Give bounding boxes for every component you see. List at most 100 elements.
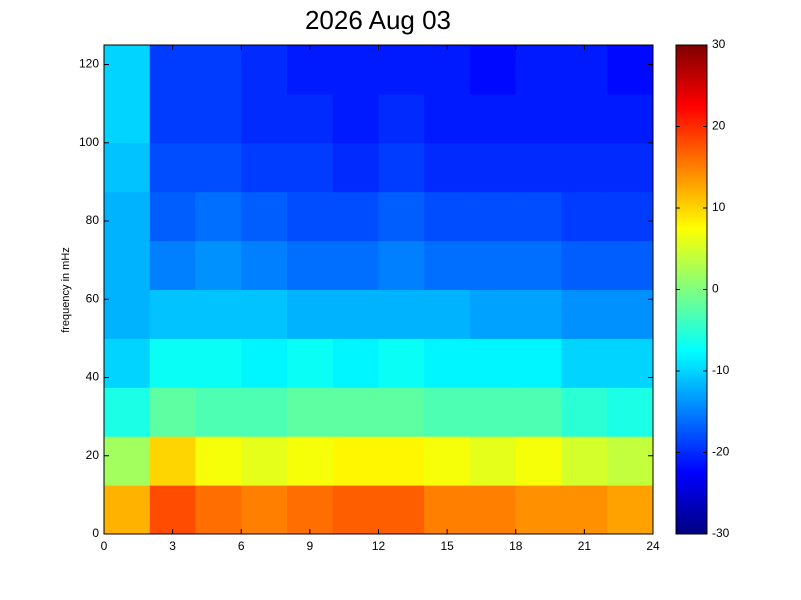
heatmap-cell [561,93,608,144]
heatmap-cell [561,142,608,193]
heatmap-cell [561,289,608,339]
heatmap-cell [607,338,654,388]
heatmap-cell [241,45,288,95]
heatmap-cell [561,485,608,535]
y-tick-label: 120 [79,57,99,71]
heatmap-cell [561,387,608,437]
heatmap-cell [104,387,151,437]
heatmap-cell [195,240,242,290]
x-tick-label: 9 [307,539,314,553]
heatmap-cell [424,240,471,290]
heatmap-cell [607,289,654,339]
heatmap-cell [332,240,379,290]
heatmap-cell [332,191,379,242]
heatmap-cell [241,338,288,388]
heatmap-cell [424,338,471,388]
heatmap-cell [378,338,425,388]
heatmap-cell [378,45,425,95]
heatmap-cell [378,142,425,193]
heatmap-cell [378,289,425,339]
x-tick-label: 6 [238,539,245,553]
heatmap-cell [561,436,608,486]
heatmap-cell [607,240,654,290]
heatmap-cell [149,289,196,339]
heatmap-cell [378,485,425,535]
heatmap-cell [332,387,379,437]
heatmap-cell [470,485,517,535]
heatmap-cell [104,45,151,95]
y-tick-label: 20 [86,448,100,462]
heatmap [104,45,654,535]
heatmap-cell [607,191,654,242]
heatmap-cell [104,240,151,290]
heatmap-cell [470,387,517,437]
colorbar-tick-label: 0 [712,282,719,296]
heatmap-cell [149,338,196,388]
heatmap-cell [241,240,288,290]
heatmap-cell [515,485,562,535]
heatmap-cell [515,45,562,95]
heatmap-cell [287,240,334,290]
heatmap-cell [104,289,151,339]
heatmap-cell [104,485,151,535]
heatmap-cell [195,45,242,95]
heatmap-cell [287,142,334,193]
heatmap-cell [241,289,288,339]
x-tick-label: 21 [578,539,592,553]
y-tick-label: 80 [86,213,100,227]
heatmap-cell [104,191,151,242]
heatmap-cell [424,436,471,486]
heatmap-cell [470,338,517,388]
heatmap-cell [332,93,379,144]
y-axis-label: frequency in mHz [60,247,72,333]
heatmap-cell [424,45,471,95]
heatmap-cell [378,240,425,290]
heatmap-cell [607,142,654,193]
x-tick-label: 24 [646,539,660,553]
heatmap-cell [287,93,334,144]
heatmap-cell [287,338,334,388]
colorbar-tick-label: 30 [712,37,726,51]
heatmap-cell [149,191,196,242]
heatmap-cell [424,191,471,242]
heatmap-cell [378,93,425,144]
heatmap-cell [241,142,288,193]
heatmap-cell [332,485,379,535]
heatmap-cell [561,191,608,242]
heatmap-cell [195,338,242,388]
heatmap-cell [241,93,288,144]
x-tick-label: 18 [509,539,523,553]
heatmap-cell [470,142,517,193]
heatmap-cell [607,436,654,486]
heatmap-cell [195,289,242,339]
heatmap-cell [515,240,562,290]
heatmap-cell [241,191,288,242]
colorbar-tick-label: -10 [712,363,730,377]
heatmap-cell [378,191,425,242]
heatmap-cell [561,338,608,388]
heatmap-cell [378,387,425,437]
heatmap-cell [470,289,517,339]
heatmap-cell [149,45,196,95]
heatmap-cell [104,93,151,144]
heatmap-cell [149,436,196,486]
colorbar-tick-label: -30 [712,526,730,540]
heatmap-cell [195,436,242,486]
heatmap-cell [195,93,242,144]
heatmap-cell [104,142,151,193]
heatmap-cell [104,338,151,388]
heatmap-cell [470,191,517,242]
heatmap-cell [378,436,425,486]
heatmap-cell [332,142,379,193]
heatmap-cell [149,93,196,144]
heatmap-cell [332,45,379,95]
colorbar-tick-label: 20 [712,119,726,133]
heatmap-cell [241,436,288,486]
heatmap-cell [287,387,334,437]
heatmap-cell [241,387,288,437]
x-tick-label: 15 [440,539,454,553]
heatmap-cell [332,436,379,486]
heatmap-cell [470,240,517,290]
colorbar-tick-label: 10 [712,200,726,214]
